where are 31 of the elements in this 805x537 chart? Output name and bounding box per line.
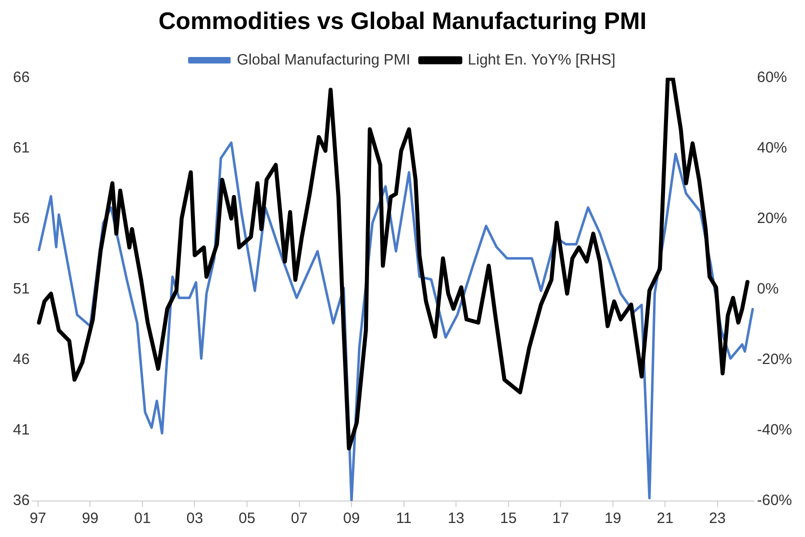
x-tick-label: 05 — [238, 510, 256, 528]
x-tick-label: 99 — [82, 510, 99, 528]
y-tick-label: 61 — [12, 139, 30, 156]
y2-tick-label: -20% — [756, 351, 792, 368]
y2-tick-label: -40% — [756, 422, 792, 439]
chart-title: Commodities vs Global Manufacturing PMI — [158, 8, 647, 36]
x-tick-label: 19 — [604, 510, 622, 528]
y2-tick-label: 60% — [756, 68, 788, 86]
x-tick-label: 07 — [290, 510, 308, 528]
x-tick-label: 01 — [134, 510, 151, 528]
legend-label: Global Manufacturing PMI — [236, 51, 410, 68]
y-tick-label: 51 — [12, 280, 30, 298]
y2-tick-label: 20% — [756, 210, 788, 228]
y-tick-label: 41 — [12, 422, 30, 439]
x-tick-label: 03 — [186, 510, 204, 528]
x-tick-label: 09 — [343, 510, 360, 528]
y-tick-label: 36 — [12, 492, 30, 510]
y-tick-label: 56 — [12, 210, 30, 228]
x-tick-label: 97 — [30, 510, 46, 528]
x-tick-label: 15 — [500, 510, 517, 528]
y2-tick-label: -60% — [756, 492, 792, 510]
x-tick-label: 17 — [552, 510, 569, 528]
legend-label: Light En. YoY% [RHS] — [468, 51, 616, 68]
x-tick-label: 13 — [448, 510, 464, 528]
x-tick-label: 23 — [709, 510, 726, 528]
x-tick-label: 21 — [656, 510, 674, 528]
y-tick-label: 46 — [12, 351, 30, 368]
y2-tick-label: 40% — [756, 139, 788, 156]
y-tick-label: 66 — [12, 68, 30, 86]
x-tick-label: 11 — [396, 510, 412, 528]
y2-tick-label: 0% — [756, 280, 779, 298]
